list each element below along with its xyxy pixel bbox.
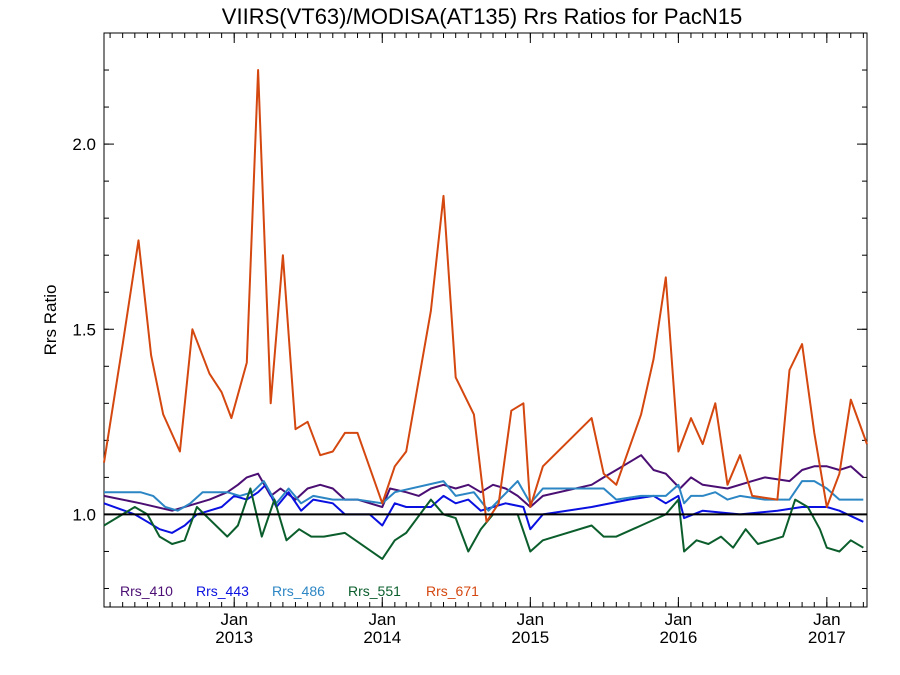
x-tick-label-year: 2015: [511, 628, 549, 647]
y-tick-label: 1.0: [72, 505, 96, 524]
series-line-rrs-486: [104, 480, 864, 512]
x-tick-label-year: 2013: [215, 628, 253, 647]
x-tick-label-year: 2016: [659, 628, 697, 647]
legend-label-rrs-486: Rrs_486: [272, 583, 325, 599]
x-tick-label-month: Jan: [665, 610, 692, 629]
x-tick-label-month: Jan: [369, 610, 396, 629]
series-line-rrs-671: [103, 69, 868, 523]
plot-frame: [103, 32, 868, 608]
y-tick-label: 1.5: [72, 320, 96, 339]
series-line-rrs-443: [103, 483, 864, 534]
legend-label-rrs-410: Rrs_410: [120, 583, 173, 599]
plot-area: 1.01.52.0Jan2013Jan2014Jan2015Jan2016Jan…: [72, 32, 868, 647]
y-axis-label: Rrs Ratio: [41, 285, 60, 356]
legend-label-rrs-551: Rrs_551: [348, 583, 401, 599]
chart-title: VIIRS(VT63)/MODISA(AT135) Rrs Ratios for…: [222, 4, 742, 29]
x-tick-label-year: 2017: [808, 628, 846, 647]
x-tick-label-month: Jan: [220, 610, 247, 629]
y-tick-label: 2.0: [72, 135, 96, 154]
x-tick-label-year: 2014: [363, 628, 401, 647]
x-tick-label-month: Jan: [517, 610, 544, 629]
legend-label-rrs-671: Rrs_671: [426, 583, 479, 599]
x-tick-label-month: Jan: [813, 610, 840, 629]
legend-label-rrs-443: Rrs_443: [196, 583, 249, 599]
